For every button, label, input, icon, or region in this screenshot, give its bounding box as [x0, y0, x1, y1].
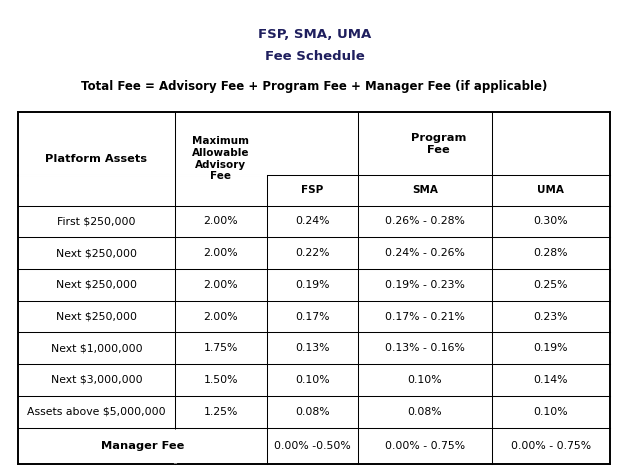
Text: 0.13%: 0.13%	[295, 343, 330, 353]
Text: 2.00%: 2.00%	[203, 216, 238, 227]
Text: 0.24%: 0.24%	[295, 216, 330, 227]
Text: 2.00%: 2.00%	[203, 280, 238, 290]
Text: 0.19%: 0.19%	[295, 280, 330, 290]
Text: Next $3,000,000: Next $3,000,000	[50, 375, 142, 385]
Text: 0.10%: 0.10%	[295, 375, 330, 385]
Text: FSP, SMA, UMA: FSP, SMA, UMA	[258, 28, 371, 42]
Text: SMA: SMA	[412, 185, 438, 195]
Text: Fee Schedule: Fee Schedule	[265, 51, 364, 64]
Text: 0.00% -0.50%: 0.00% -0.50%	[274, 441, 351, 451]
Text: 0.08%: 0.08%	[295, 407, 330, 417]
Text: Program
Fee: Program Fee	[411, 133, 466, 154]
Text: 0.13% - 0.16%: 0.13% - 0.16%	[385, 343, 465, 353]
Text: 1.50%: 1.50%	[204, 375, 238, 385]
Text: 0.14%: 0.14%	[533, 375, 568, 385]
Bar	[18, 112, 610, 464]
Text: 0.23%: 0.23%	[533, 312, 568, 321]
Text: 2.00%: 2.00%	[203, 248, 238, 258]
Text: Next $250,000: Next $250,000	[56, 248, 137, 258]
Text: 0.26% - 0.28%: 0.26% - 0.28%	[385, 216, 465, 227]
Text: 0.00% - 0.75%: 0.00% - 0.75%	[511, 441, 591, 451]
Text: Total Fee = Advisory Fee + Program Fee + Manager Fee (if applicable): Total Fee = Advisory Fee + Program Fee +…	[81, 81, 548, 93]
Text: 0.10%: 0.10%	[533, 407, 568, 417]
Text: Manager Fee: Manager Fee	[101, 441, 184, 451]
Text: 0.22%: 0.22%	[295, 248, 330, 258]
Text: First $250,000: First $250,000	[57, 216, 136, 227]
Text: 0.00% - 0.75%: 0.00% - 0.75%	[385, 441, 465, 451]
Text: 0.17%: 0.17%	[295, 312, 330, 321]
Text: 0.28%: 0.28%	[533, 248, 568, 258]
Text: Platform Assets: Platform Assets	[45, 154, 147, 164]
Text: 0.10%: 0.10%	[408, 375, 442, 385]
Text: 0.30%: 0.30%	[533, 216, 568, 227]
Text: 1.25%: 1.25%	[204, 407, 238, 417]
Text: Next $250,000: Next $250,000	[56, 312, 137, 321]
Text: Next $250,000: Next $250,000	[56, 280, 137, 290]
Text: Assets above $5,000,000: Assets above $5,000,000	[27, 407, 166, 417]
Text: UMA: UMA	[537, 185, 564, 195]
Text: FSP: FSP	[301, 185, 324, 195]
Text: 1.75%: 1.75%	[204, 343, 238, 353]
Text: 0.24% - 0.26%: 0.24% - 0.26%	[385, 248, 465, 258]
Text: 0.19% - 0.23%: 0.19% - 0.23%	[385, 280, 465, 290]
Text: 0.08%: 0.08%	[408, 407, 442, 417]
Text: Next $1,000,000: Next $1,000,000	[50, 343, 142, 353]
Text: 0.19%: 0.19%	[533, 343, 568, 353]
Text: 0.17% - 0.21%: 0.17% - 0.21%	[385, 312, 465, 321]
Text: 2.00%: 2.00%	[203, 312, 238, 321]
Text: 0.25%: 0.25%	[533, 280, 568, 290]
Text: Maximum
Allowable
Advisory
Fee: Maximum Allowable Advisory Fee	[192, 136, 250, 181]
